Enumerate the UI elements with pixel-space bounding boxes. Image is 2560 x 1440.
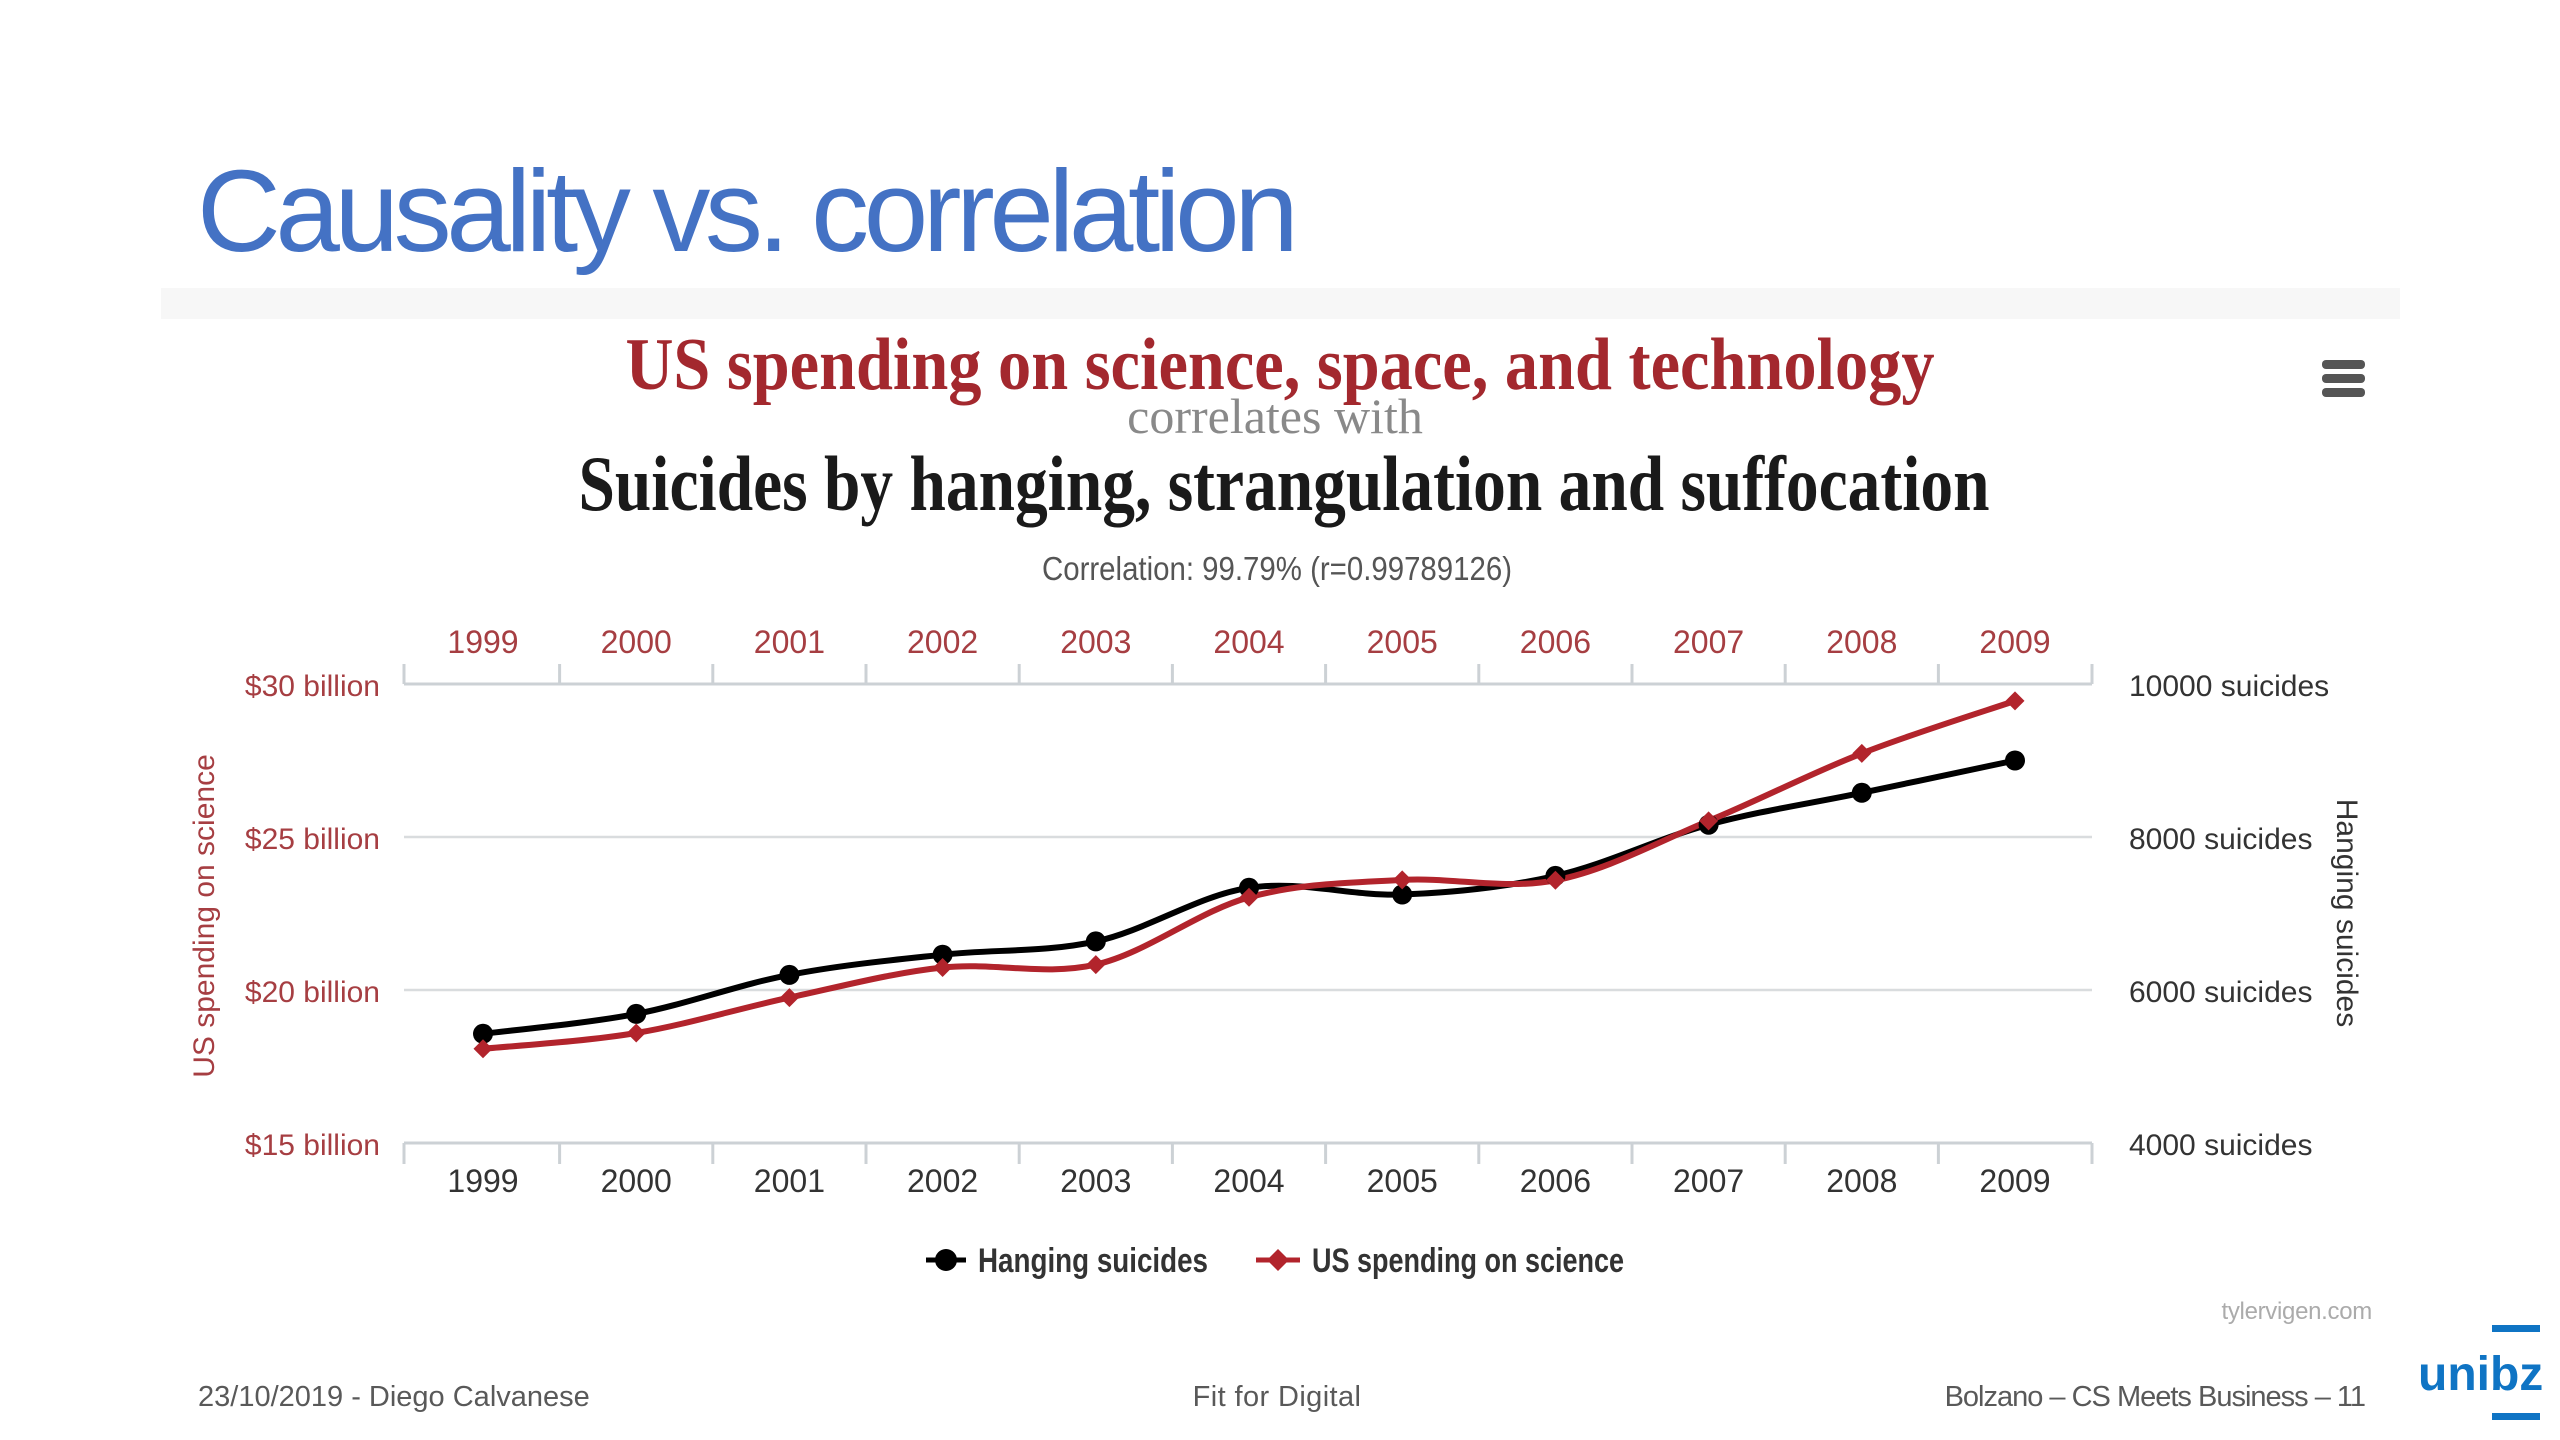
svg-text:2002: 2002 xyxy=(907,1163,978,1199)
svg-text:2007: 2007 xyxy=(1673,1163,1744,1199)
svg-text:4000 suicides: 4000 suicides xyxy=(2129,1129,2312,1162)
svg-text:2009: 2009 xyxy=(1979,1163,2050,1199)
svg-text:2006: 2006 xyxy=(1520,1163,1591,1199)
svg-text:correlates with: correlates with xyxy=(1127,388,1423,444)
svg-text:$30 billion: $30 billion xyxy=(245,670,380,703)
svg-text:Correlation: 99.79% (r=0.99789: Correlation: 99.79% (r=0.99789126) xyxy=(1042,550,1512,587)
svg-text:US spending on science: US spending on science xyxy=(188,754,221,1078)
svg-text:2003: 2003 xyxy=(1060,1163,1131,1199)
svg-text:2005: 2005 xyxy=(1367,1163,1438,1199)
svg-text:1999: 1999 xyxy=(447,1163,518,1199)
svg-text:6000 suicides: 6000 suicides xyxy=(2129,976,2312,1009)
svg-text:2009: 2009 xyxy=(1979,624,2050,660)
svg-text:2000: 2000 xyxy=(601,624,672,660)
svg-text:US spending on science: US spending on science xyxy=(1312,1242,1624,1280)
svg-text:2006: 2006 xyxy=(1520,624,1591,660)
svg-text:2000: 2000 xyxy=(601,1163,672,1199)
svg-text:2005: 2005 xyxy=(1367,624,1438,660)
svg-text:2004: 2004 xyxy=(1213,1163,1284,1199)
svg-text:2008: 2008 xyxy=(1826,624,1897,660)
svg-text:US spending on science, space,: US spending on science, space, and techn… xyxy=(626,324,1935,406)
svg-text:$25 billion: $25 billion xyxy=(245,823,380,856)
svg-text:2004: 2004 xyxy=(1213,624,1284,660)
svg-text:10000 suicides: 10000 suicides xyxy=(2129,670,2329,703)
svg-text:Hanging suicides: Hanging suicides xyxy=(978,1242,1208,1280)
svg-text:2007: 2007 xyxy=(1673,624,1744,660)
svg-text:2001: 2001 xyxy=(754,624,825,660)
svg-text:2003: 2003 xyxy=(1060,624,1131,660)
svg-text:$20 billion: $20 billion xyxy=(245,976,380,1009)
svg-text:1999: 1999 xyxy=(447,624,518,660)
svg-text:2001: 2001 xyxy=(754,1163,825,1199)
svg-text:2002: 2002 xyxy=(907,624,978,660)
svg-text:2008: 2008 xyxy=(1826,1163,1897,1199)
svg-text:Suicides by hanging, strangula: Suicides by hanging, strangulation and s… xyxy=(579,440,1990,527)
svg-text:$15 billion: $15 billion xyxy=(245,1129,380,1162)
svg-text:8000 suicides: 8000 suicides xyxy=(2129,823,2312,856)
svg-text:tylervigen.com: tylervigen.com xyxy=(2221,1298,2372,1325)
svg-text:Hanging suicides: Hanging suicides xyxy=(2330,799,2363,1027)
